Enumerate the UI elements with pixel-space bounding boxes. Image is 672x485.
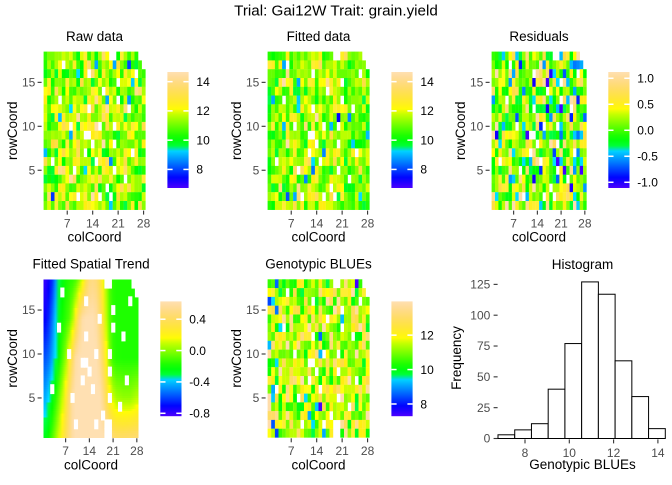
svg-text:21: 21 — [335, 444, 349, 458]
svg-text:75: 75 — [477, 339, 491, 353]
svg-text:10: 10 — [420, 363, 434, 377]
svg-text:Residuals: Residuals — [509, 29, 569, 44]
svg-text:-1.0: -1.0 — [637, 176, 658, 190]
svg-text:21: 21 — [554, 217, 568, 231]
svg-text:21: 21 — [106, 444, 120, 458]
svg-text:colCoord: colCoord — [64, 457, 118, 472]
svg-text:8: 8 — [522, 446, 529, 460]
svg-text:10: 10 — [246, 347, 260, 361]
svg-text:colCoord: colCoord — [291, 457, 345, 472]
svg-text:21: 21 — [111, 217, 125, 231]
svg-text:Trial: Gai12W Trait: grain.yie: Trial: Gai12W Trait: grain.yield — [234, 3, 438, 20]
svg-text:28: 28 — [361, 444, 375, 458]
svg-text:25: 25 — [477, 401, 491, 415]
svg-text:5: 5 — [253, 163, 260, 177]
svg-text:7: 7 — [288, 217, 295, 231]
svg-text:rowCoord: rowCoord — [229, 101, 244, 160]
svg-text:14: 14 — [420, 75, 434, 89]
svg-text:rowCoord: rowCoord — [453, 101, 468, 160]
svg-text:0: 0 — [484, 432, 491, 446]
svg-text:21: 21 — [335, 217, 349, 231]
svg-text:10: 10 — [246, 119, 260, 133]
svg-text:5: 5 — [29, 391, 36, 405]
svg-text:28: 28 — [578, 217, 592, 231]
svg-text:8: 8 — [420, 397, 427, 411]
svg-text:7: 7 — [510, 217, 517, 231]
svg-text:8: 8 — [420, 163, 427, 177]
svg-text:12: 12 — [420, 328, 434, 342]
svg-text:14: 14 — [196, 75, 210, 89]
svg-text:Genotypic BLUEs: Genotypic BLUEs — [529, 457, 636, 472]
svg-text:Raw data: Raw data — [66, 29, 124, 44]
svg-text:50: 50 — [477, 370, 491, 384]
svg-text:-0.5: -0.5 — [637, 150, 658, 164]
svg-text:7: 7 — [288, 444, 295, 458]
svg-text:8: 8 — [196, 163, 203, 177]
svg-text:colCoord: colCoord — [512, 230, 566, 245]
svg-text:10: 10 — [196, 133, 210, 147]
svg-text:Genotypic BLUEs: Genotypic BLUEs — [265, 256, 372, 271]
svg-text:5: 5 — [29, 163, 36, 177]
svg-text:7: 7 — [62, 444, 69, 458]
svg-text:-0.8: -0.8 — [189, 407, 210, 421]
svg-text:rowCoord: rowCoord — [5, 101, 20, 160]
svg-text:Fitted data: Fitted data — [287, 29, 351, 44]
svg-text:Histogram: Histogram — [552, 257, 614, 272]
svg-text:14: 14 — [86, 217, 100, 231]
svg-text:5: 5 — [253, 391, 260, 405]
svg-text:14: 14 — [310, 444, 324, 458]
svg-text:14: 14 — [83, 444, 97, 458]
svg-text:0.0: 0.0 — [637, 124, 654, 138]
svg-text:-0.4: -0.4 — [189, 375, 210, 389]
svg-text:10: 10 — [563, 446, 577, 460]
svg-text:12: 12 — [420, 104, 434, 118]
svg-text:28: 28 — [137, 217, 151, 231]
svg-text:colCoord: colCoord — [291, 230, 345, 245]
svg-text:125: 125 — [470, 278, 490, 292]
svg-text:0.4: 0.4 — [189, 313, 206, 327]
svg-text:10: 10 — [22, 347, 36, 361]
svg-text:7: 7 — [64, 217, 71, 231]
svg-text:0.0: 0.0 — [189, 344, 206, 358]
svg-text:12: 12 — [607, 446, 621, 460]
svg-text:rowCoord: rowCoord — [229, 329, 244, 388]
svg-text:rowCoord: rowCoord — [5, 329, 20, 388]
svg-text:10: 10 — [420, 133, 434, 147]
svg-text:colCoord: colCoord — [67, 230, 121, 245]
svg-text:15: 15 — [246, 303, 260, 317]
svg-text:14: 14 — [651, 446, 665, 460]
svg-text:15: 15 — [470, 76, 484, 90]
svg-text:0.5: 0.5 — [637, 98, 654, 112]
svg-text:15: 15 — [246, 76, 260, 90]
svg-text:1.0: 1.0 — [637, 72, 654, 86]
svg-text:28: 28 — [130, 444, 144, 458]
svg-text:Frequency: Frequency — [449, 326, 464, 390]
svg-text:28: 28 — [361, 217, 375, 231]
svg-text:14: 14 — [531, 217, 545, 231]
svg-text:12: 12 — [196, 104, 210, 118]
svg-text:10: 10 — [22, 119, 36, 133]
svg-text:5: 5 — [477, 163, 484, 177]
svg-text:100: 100 — [470, 308, 490, 322]
svg-text:Fitted Spatial Trend: Fitted Spatial Trend — [33, 256, 150, 271]
svg-text:15: 15 — [22, 76, 36, 90]
svg-text:14: 14 — [310, 217, 324, 231]
svg-text:15: 15 — [22, 303, 36, 317]
svg-text:10: 10 — [470, 119, 484, 133]
